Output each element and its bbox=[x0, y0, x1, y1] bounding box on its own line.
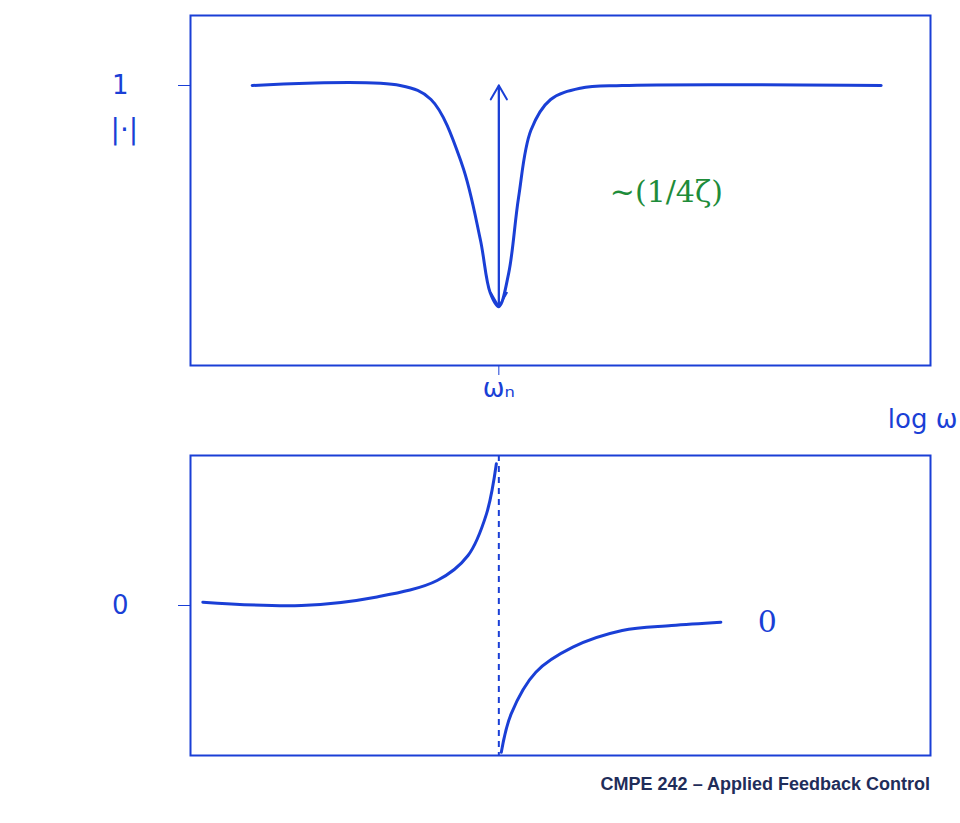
svg-text:~(1/4ζ): ~(1/4ζ) bbox=[610, 174, 723, 209]
svg-text:log ω: log ω bbox=[888, 404, 958, 434]
svg-text:1: 1 bbox=[112, 70, 129, 100]
html-text:CMPE 242 – Applied Feedback Co: CMPE 242 – Applied Feedback Control bbox=[600, 774, 930, 794]
svg-text:|·|: |·| bbox=[111, 113, 139, 146]
svg-text:ωₙ: ωₙ bbox=[483, 373, 515, 403]
svg-text:0: 0 bbox=[112, 590, 129, 620]
svg-text:0: 0 bbox=[758, 604, 777, 639]
